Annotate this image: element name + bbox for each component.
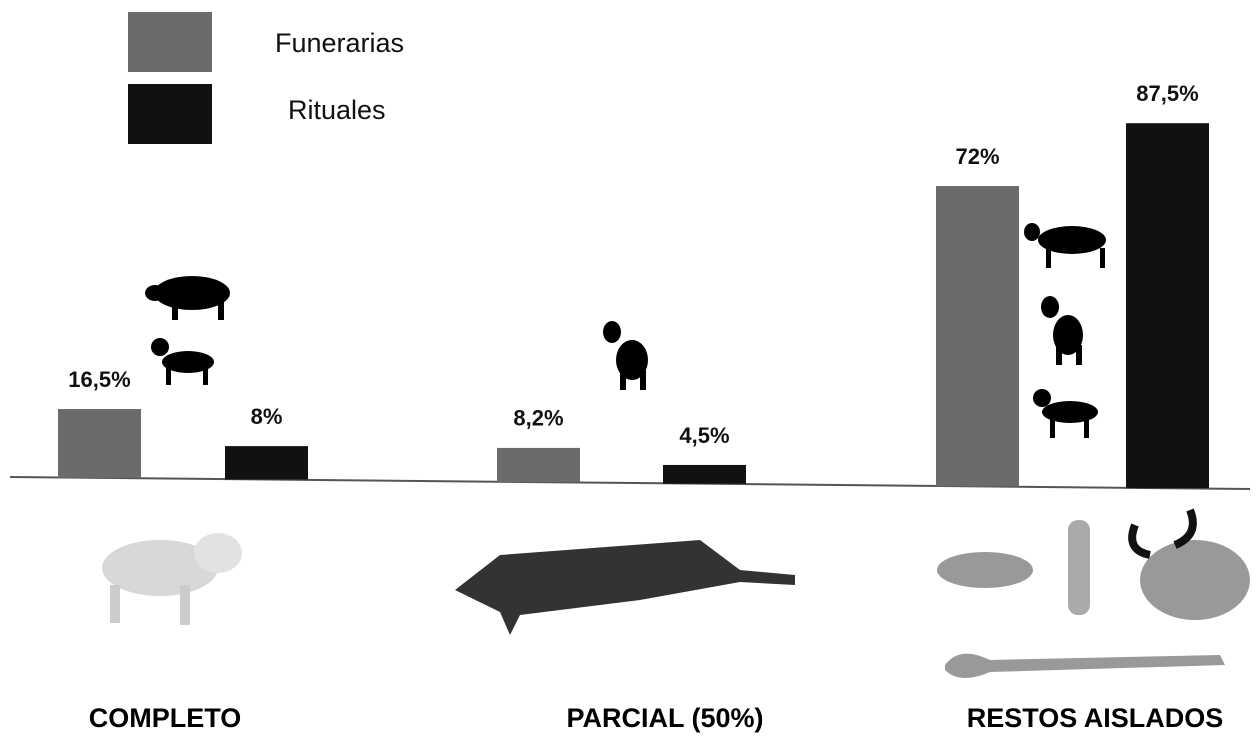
photos [102,510,1250,678]
bar [1126,123,1209,488]
legend-label: Funerarias [275,28,404,58]
bar [663,465,746,484]
category-label: PARCIAL (50%) [566,703,763,733]
value-label: 4,5% [679,423,729,448]
bar [58,409,141,478]
value-label: 8,2% [513,406,563,431]
bar [936,186,1019,486]
legend-swatch [128,12,212,72]
value-label: 8% [251,404,283,429]
chart: Funerarias Rituales 16,5% 8,2% 72% 8% 4,5% 87… [0,0,1258,740]
value-label: 87,5% [1136,81,1198,106]
baseline [10,477,1250,489]
value-label: 72% [955,144,999,169]
value-label: 16,5% [68,367,130,392]
legend-swatch [128,84,212,144]
category-label: RESTOS AISLADOS [967,703,1224,733]
bar [497,448,580,482]
legend-label: Rituales [288,95,386,125]
page: Funerarias Rituales 16,5% 8,2% 72% 8% 4,5% 87… [0,0,1258,740]
category-label: COMPLETO [89,703,242,733]
bar [225,446,308,479]
